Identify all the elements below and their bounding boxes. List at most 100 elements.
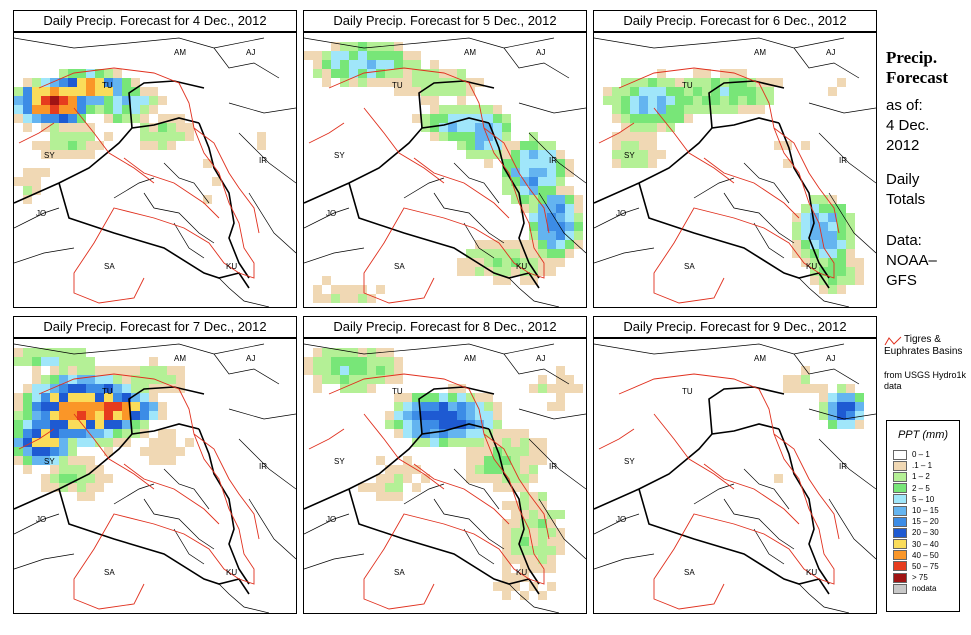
precip-cell <box>520 168 529 177</box>
precip-cell <box>376 69 385 78</box>
precip-cell <box>322 69 331 78</box>
precip-cell <box>702 105 711 114</box>
ppt-swatch <box>893 483 907 494</box>
precip-cell <box>846 249 855 258</box>
precip-cell <box>185 438 194 447</box>
precip-cell <box>666 96 675 105</box>
precip-cell <box>457 141 466 150</box>
precip-cell <box>529 186 538 195</box>
precip-cell <box>538 177 547 186</box>
precip-cell <box>77 492 86 501</box>
precip-cell <box>556 213 565 222</box>
basin-line <box>483 127 550 234</box>
precip-cell <box>41 393 50 402</box>
precip-cell <box>77 150 86 159</box>
country-label: AJ <box>246 48 255 57</box>
precip-cell <box>41 78 50 87</box>
precip-cell <box>466 123 475 132</box>
precip-cell <box>95 411 104 420</box>
precip-cell <box>837 249 846 258</box>
precip-cell <box>475 402 484 411</box>
precip-cell <box>32 114 41 123</box>
forecast-panel-2: Daily Precip. Forecast for 5 Dec., 2012 … <box>303 10 587 308</box>
precip-cell <box>574 222 583 231</box>
precip-cell <box>77 429 86 438</box>
precip-cell <box>313 375 322 384</box>
precip-cell <box>421 438 430 447</box>
precip-cell <box>41 168 50 177</box>
precip-cell <box>41 105 50 114</box>
precip-cell <box>403 420 412 429</box>
precip-cell <box>86 492 95 501</box>
precip-cell <box>59 438 68 447</box>
precip-cell <box>68 483 77 492</box>
precip-cell <box>801 249 810 258</box>
precip-cell <box>158 411 167 420</box>
precip-cell <box>547 537 556 546</box>
precip-cell <box>466 411 475 420</box>
precip-cell <box>801 258 810 267</box>
precip-cell <box>846 240 855 249</box>
precip-cell <box>657 96 666 105</box>
precip-cell <box>538 141 547 150</box>
border-line <box>503 47 570 79</box>
precip-cell <box>59 411 68 420</box>
country-label: SY <box>624 457 635 466</box>
precip-cell <box>50 375 59 384</box>
precip-cell <box>720 105 729 114</box>
precip-cell <box>412 87 421 96</box>
precip-cell <box>439 420 448 429</box>
precip-cell <box>774 141 783 150</box>
precip-cell <box>511 501 520 510</box>
precip-cell <box>367 78 376 87</box>
precip-cell <box>556 177 565 186</box>
precip-cell <box>846 402 855 411</box>
precip-cell <box>630 123 639 132</box>
precip-cell <box>639 141 648 150</box>
border-line <box>348 182 540 289</box>
ppt-legend-title: PPT (mm) <box>897 429 949 441</box>
precip-cell <box>538 510 547 519</box>
precip-cell <box>538 528 547 537</box>
precip-cell <box>855 420 864 429</box>
ppt-class-label: 50 – 75 <box>912 561 939 571</box>
precip-cell <box>466 105 475 114</box>
precip-cell <box>77 78 86 87</box>
precip-cell <box>23 123 32 132</box>
precip-cell <box>630 141 639 150</box>
precip-cell <box>376 366 385 375</box>
precip-cell <box>520 240 529 249</box>
forecast-panel-6: Daily Precip. Forecast for 9 Dec., 2012 … <box>593 316 877 614</box>
basin-line <box>193 433 260 540</box>
basin-line <box>38 373 255 610</box>
precip-cell <box>565 231 574 240</box>
precip-cell <box>621 141 630 150</box>
precip-cell <box>77 402 86 411</box>
precip-cell <box>439 411 448 420</box>
precip-cell <box>140 114 149 123</box>
precip-cell <box>50 465 59 474</box>
precip-cell <box>358 78 367 87</box>
precip-cell <box>358 42 367 51</box>
precip-cell <box>466 429 475 438</box>
precip-cell <box>538 204 547 213</box>
precip-cell <box>502 276 511 285</box>
country-label: IR <box>839 156 847 165</box>
precip-cell <box>167 384 176 393</box>
precip-cell <box>547 546 556 555</box>
as-of-line1: as of: <box>886 97 923 114</box>
precip-cell <box>140 132 149 141</box>
basin-line <box>598 122 635 144</box>
precip-cell <box>41 456 50 465</box>
precip-cell <box>475 465 484 474</box>
precip-cell <box>556 366 565 375</box>
precip-cell <box>565 204 574 213</box>
precip-cell <box>122 384 131 393</box>
precip-cell <box>50 87 59 96</box>
border-line <box>433 192 505 244</box>
precip-cell <box>511 168 520 177</box>
precip-cell <box>86 465 95 474</box>
precip-cell <box>41 123 50 132</box>
precip-cell <box>50 78 59 87</box>
